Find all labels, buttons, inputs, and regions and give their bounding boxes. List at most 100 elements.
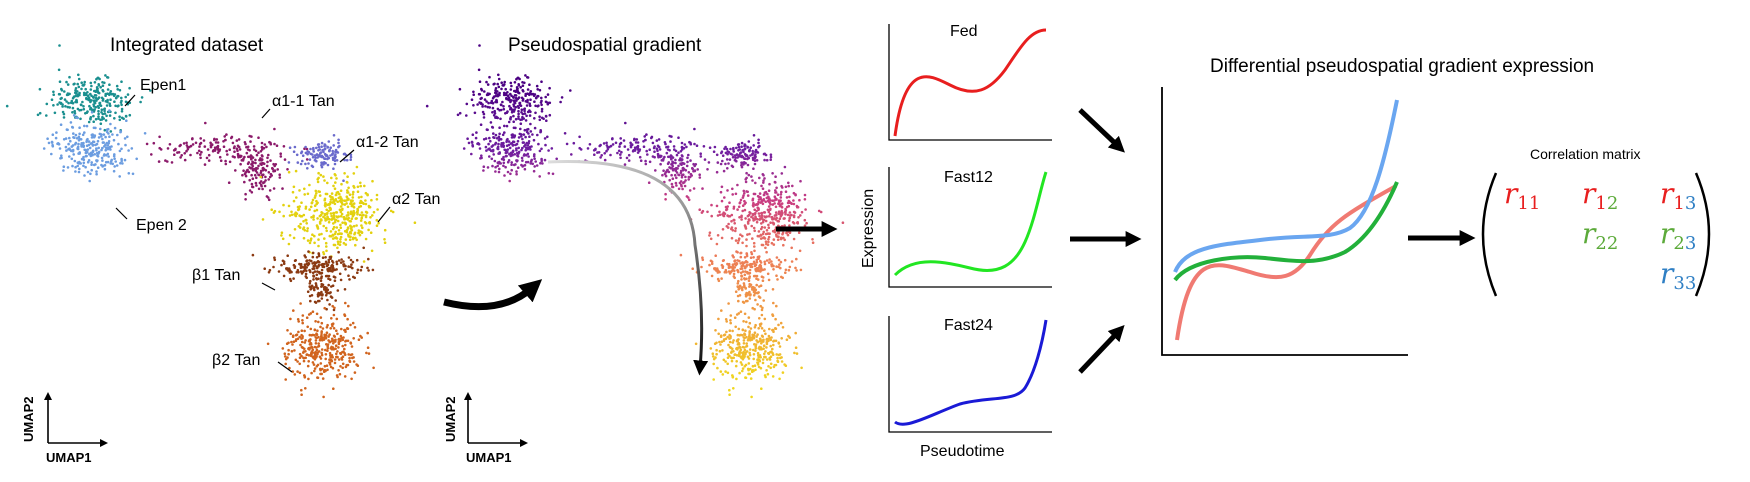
cell-point <box>348 193 352 196</box>
cell-point <box>693 142 696 146</box>
cell-point <box>328 234 332 238</box>
cell-point <box>304 356 308 360</box>
cell-point <box>85 140 88 144</box>
cell-point <box>319 173 323 177</box>
cell-point <box>773 180 777 184</box>
cell-point <box>343 375 347 378</box>
cell-point <box>757 230 761 233</box>
cell-point <box>189 153 192 157</box>
cell-point <box>769 158 772 161</box>
cell-point <box>315 146 318 150</box>
cell-point <box>745 265 748 268</box>
cell-point <box>741 204 745 207</box>
cell-point <box>341 350 344 354</box>
cell-point <box>740 141 744 145</box>
cell-point <box>331 156 335 160</box>
cell-point <box>742 161 746 164</box>
cell-point <box>478 147 482 150</box>
cell-point <box>354 243 357 247</box>
cell-point <box>320 141 324 145</box>
cell-point <box>537 142 540 146</box>
cell-point <box>742 282 746 285</box>
cell-point <box>778 263 781 266</box>
cell-point <box>758 317 761 320</box>
cell-point <box>653 145 656 148</box>
cell-point <box>623 145 627 148</box>
cell-point <box>751 306 754 310</box>
cell-point <box>345 180 349 184</box>
cell-point <box>332 308 336 312</box>
cell-point <box>710 274 714 278</box>
cell-point <box>79 103 83 106</box>
cell-point <box>332 214 336 217</box>
cell-point <box>347 216 351 220</box>
cell-point <box>502 105 505 108</box>
cell-point <box>251 160 254 164</box>
cell-point <box>741 328 745 332</box>
cell-point <box>319 279 323 283</box>
cell-point <box>72 132 75 135</box>
cell-point <box>319 372 322 376</box>
cell-point <box>238 148 242 151</box>
cell-point <box>536 133 539 137</box>
cell-point <box>533 157 536 160</box>
cell-point <box>572 141 576 145</box>
cell-point <box>752 255 755 259</box>
cell-point <box>322 370 326 374</box>
cell-point <box>275 144 279 147</box>
cell-point <box>300 337 303 340</box>
cell-point <box>485 100 488 103</box>
cell-point <box>320 353 324 357</box>
cell-point <box>249 156 252 159</box>
cell-point <box>339 205 343 208</box>
cell-point <box>117 142 120 146</box>
fast24-expression-curve <box>894 319 1048 426</box>
cell-point <box>771 218 774 221</box>
cell-point <box>321 148 324 152</box>
cell-point <box>540 99 543 103</box>
cell-point <box>493 159 497 163</box>
cell-point <box>519 118 522 122</box>
cell-point <box>299 262 303 266</box>
cell-point <box>790 213 793 217</box>
cell-point <box>759 237 763 240</box>
cell-point <box>533 126 537 130</box>
cell-point <box>348 278 351 281</box>
cell-point <box>253 173 257 177</box>
cell-point <box>758 214 761 218</box>
cell-point <box>547 149 550 152</box>
cell-point <box>752 205 755 208</box>
cell-point <box>738 216 741 219</box>
cell-point <box>318 233 321 236</box>
cell-point <box>741 357 745 361</box>
cell-point <box>656 149 659 152</box>
cell-point <box>784 211 787 214</box>
cell-point <box>755 159 759 162</box>
cell-point <box>329 212 333 215</box>
cell-point <box>744 376 747 379</box>
cell-point <box>339 240 342 244</box>
cell-point <box>747 362 751 365</box>
cell-point <box>313 204 317 207</box>
cell-point <box>316 295 320 298</box>
cell-point <box>305 266 309 269</box>
cell-point <box>526 88 530 91</box>
cell-point <box>127 172 131 175</box>
cell-point <box>330 348 334 351</box>
cell-point <box>69 121 73 124</box>
cell-point <box>746 338 750 342</box>
cell-point <box>760 214 764 217</box>
cell-point <box>336 190 340 194</box>
cell-point <box>330 214 333 218</box>
cell-point <box>504 165 507 169</box>
cell-point <box>336 350 339 353</box>
cell-point <box>98 101 102 105</box>
cell-point <box>779 260 783 264</box>
cell-point <box>538 88 542 92</box>
cell-point <box>759 324 762 328</box>
cell-point <box>298 362 302 366</box>
cell-point <box>714 329 717 332</box>
cell-point <box>725 147 729 151</box>
cell-point <box>507 143 511 147</box>
cell-point <box>786 233 790 237</box>
